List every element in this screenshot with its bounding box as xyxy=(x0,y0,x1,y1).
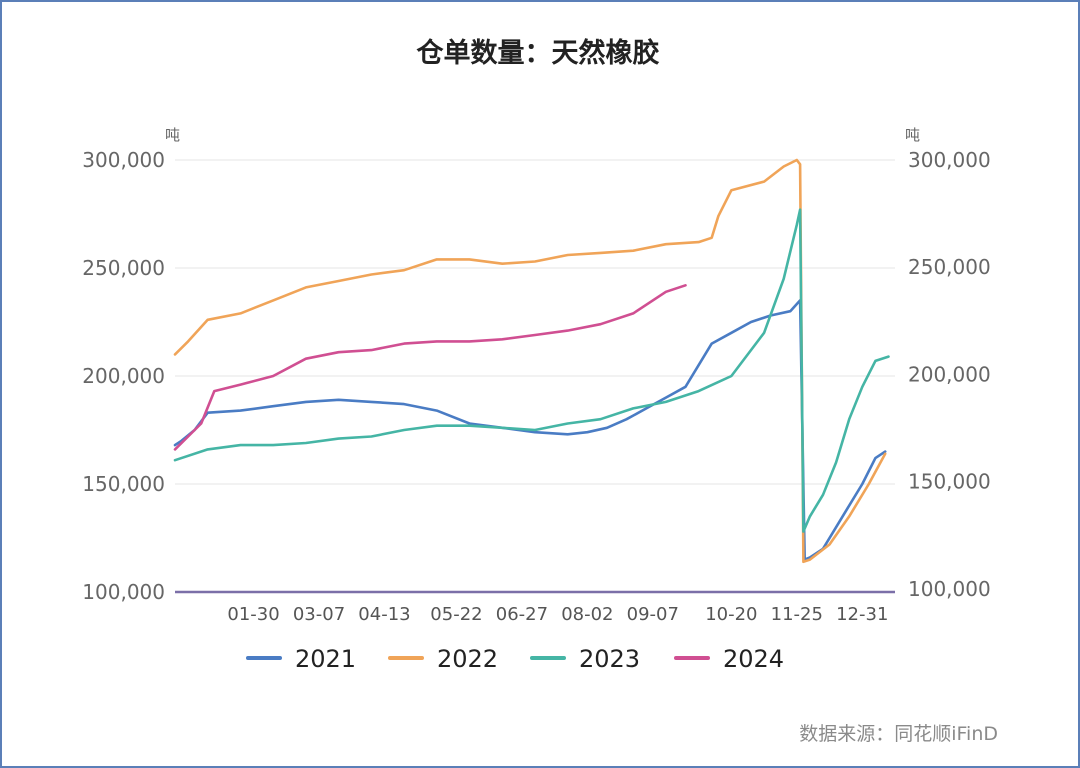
x-axis-ticks: 01-30 03-07 04-13 05-22 06-27 08-02 09-07 10-20… xyxy=(227,604,888,625)
left-tick-label: 150,000 xyxy=(82,472,165,496)
right-tick-label: 100,000 xyxy=(908,577,991,601)
legend-label-2022: 2022 xyxy=(437,645,498,673)
right-tick-label: 150,000 xyxy=(908,470,991,494)
source-note: 数据来源：同花顺iFinD xyxy=(799,723,998,745)
right-tick-label: 200,000 xyxy=(908,362,991,386)
grid-layer xyxy=(175,159,895,594)
x-tick-label: 04-13 xyxy=(358,604,410,625)
right-tick-label: 250,000 xyxy=(908,255,991,279)
series-line-2021 xyxy=(173,299,887,561)
x-tick-label: 06-27 xyxy=(496,604,548,625)
series-line-2024 xyxy=(173,283,687,451)
chart-title: 仓单数量：天然橡胶 xyxy=(416,37,660,69)
x-tick-label: 10-20 xyxy=(705,604,757,625)
left-axis-unit: 吨 xyxy=(165,126,180,144)
right-tick-label: 300,000 xyxy=(908,148,991,172)
right-axis-ticks: 100,000 150,000 200,000 250,000 300,000 xyxy=(908,148,991,601)
left-tick-label: 300,000 xyxy=(82,148,165,172)
left-tick-label: 100,000 xyxy=(82,580,165,604)
x-tick-label: 01-30 xyxy=(227,604,279,625)
left-tick-label: 250,000 xyxy=(82,256,165,280)
left-axis-ticks: 100,000 150,000 200,000 250,000 300,000 xyxy=(82,148,165,604)
legend-label-2024: 2024 xyxy=(723,645,784,673)
series-layer xyxy=(173,158,890,564)
left-tick-label: 200,000 xyxy=(82,364,165,388)
x-tick-label: 08-02 xyxy=(561,604,613,625)
x-tick-label: 05-22 xyxy=(430,604,482,625)
right-axis-unit: 吨 xyxy=(905,126,920,144)
x-tick-label: 11-25 xyxy=(771,604,823,625)
series-line-2023 xyxy=(173,208,890,533)
x-tick-label: 09-07 xyxy=(627,604,679,625)
legend: 2021 2022 2023 2024 xyxy=(246,645,784,673)
legend-label-2021: 2021 xyxy=(295,645,356,673)
x-tick-label: 12-31 xyxy=(836,604,888,625)
legend-label-2023: 2023 xyxy=(579,645,640,673)
series-line-2022 xyxy=(173,158,887,564)
x-tick-label: 03-07 xyxy=(293,604,345,625)
